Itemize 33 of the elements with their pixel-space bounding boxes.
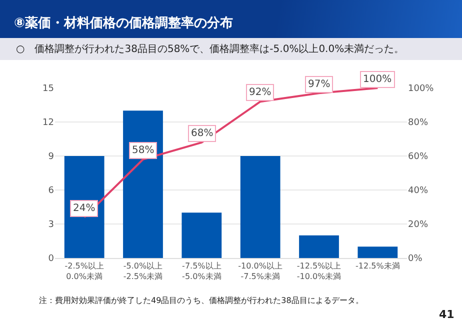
y-tick-label: 3	[48, 220, 54, 230]
bar	[358, 246, 398, 258]
y2-tick-label: 0%	[408, 254, 423, 264]
y2-tick-label: 60%	[408, 152, 428, 162]
x-tick-label: -10.0%以上 -7.5%未満	[238, 262, 282, 281]
chart-title: ⑧薬価・材料価格の価格調整率の分布	[14, 14, 234, 32]
y-tick-label: 0	[48, 254, 54, 264]
bar	[123, 110, 163, 258]
x-tick-label: -5.0%以上 -2.5%未満	[123, 262, 163, 281]
y-tick-label: 12	[42, 118, 54, 128]
data-label: 24%	[73, 203, 96, 214]
x-tick-label: -12.5%未満	[356, 262, 400, 271]
data-label: 97%	[308, 79, 330, 90]
y2-tick-label: 40%	[408, 186, 428, 196]
data-label: 58%	[132, 145, 154, 156]
text: 注：費用対効果評価が終了した49品目のうち、価格調整が行われた38品目によるデータ。	[39, 296, 364, 305]
bar	[299, 235, 339, 258]
y2-tick-label: 100%	[408, 84, 434, 94]
data-label: 68%	[191, 128, 214, 139]
y2-tick-label: 20%	[408, 220, 428, 230]
data-label: 92%	[249, 87, 272, 98]
y-tick-label: 6	[48, 186, 54, 196]
x-tick-label: -12.5%以上 -10.0%未満	[296, 262, 342, 281]
y-tick-label: 9	[48, 152, 54, 162]
bar	[182, 212, 222, 258]
data-label: 100%	[363, 74, 392, 85]
y2-tick-label: 80%	[408, 118, 428, 128]
bar	[240, 156, 280, 258]
y-tick-label: 15	[42, 84, 54, 94]
text: 41	[439, 308, 454, 320]
x-tick-label: -2.5%以上 0.0%未満	[64, 262, 104, 281]
x-tick-label: -7.5%以上 -5.0%未満	[182, 262, 222, 281]
chart-subtitle: ○ 価格調整が行われた38品目の58%で、価格調整率は-5.0%以上0.0%未満だった。	[16, 42, 404, 56]
